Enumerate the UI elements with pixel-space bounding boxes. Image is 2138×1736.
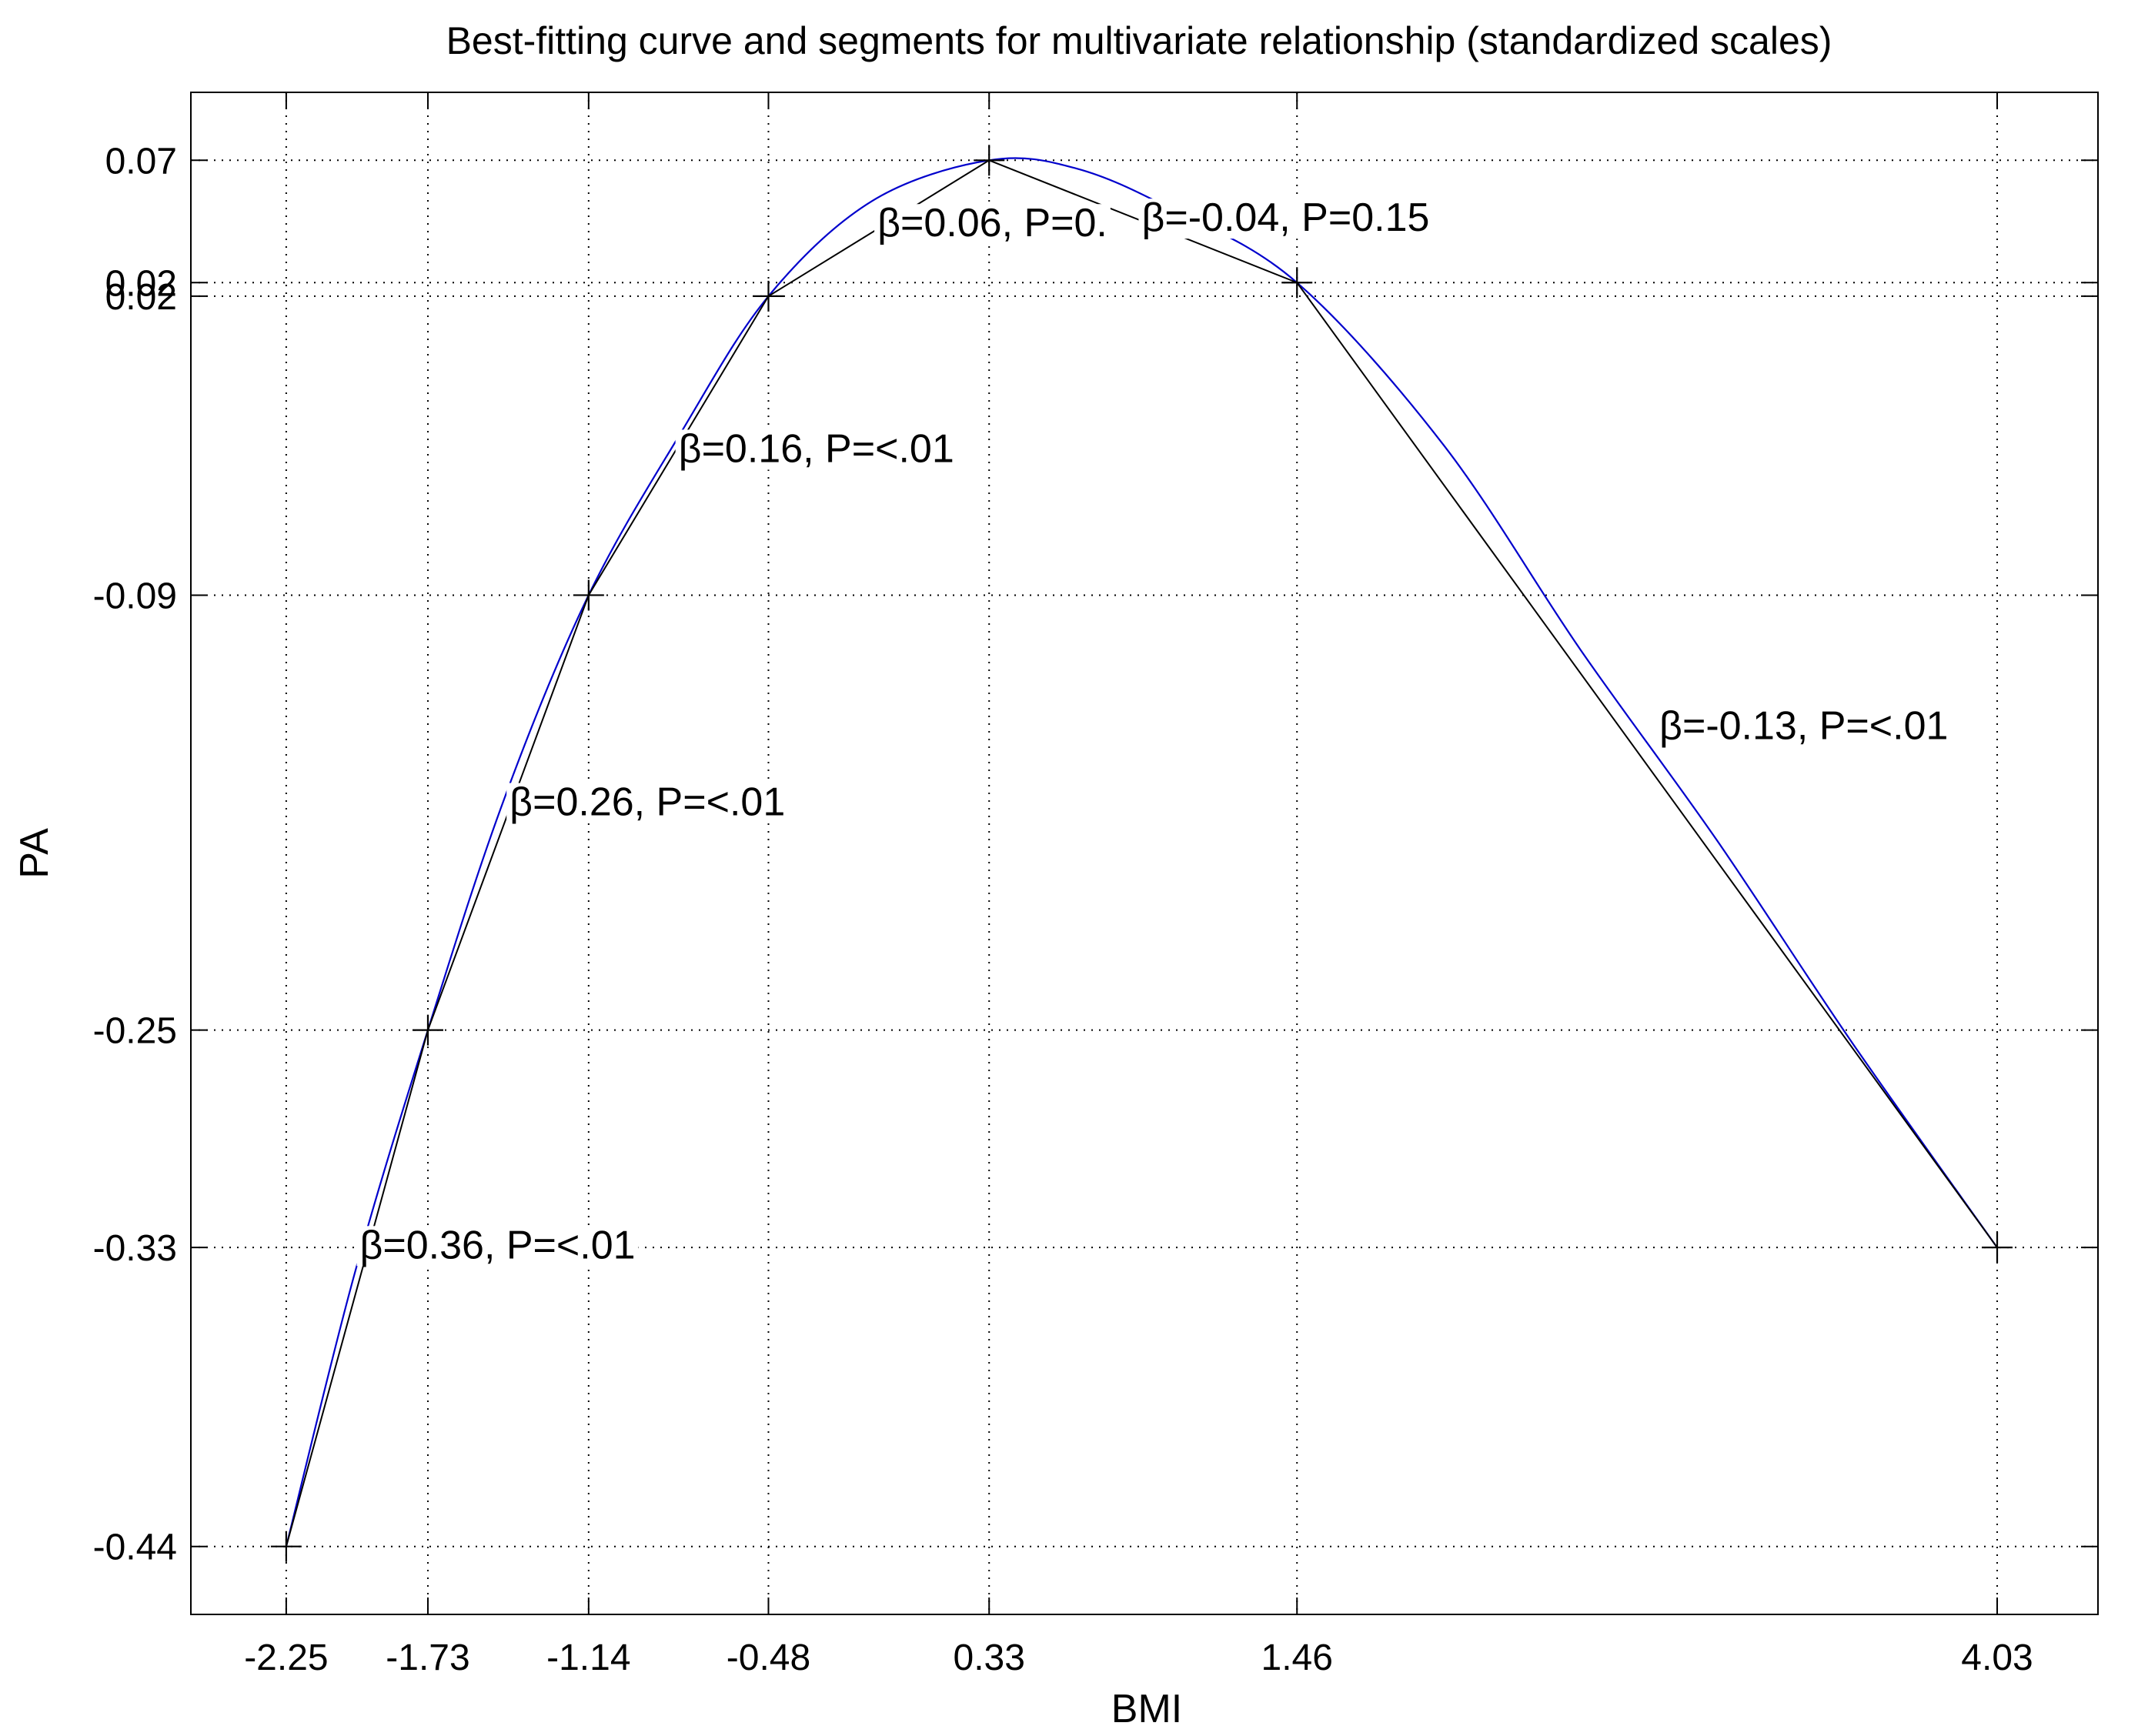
y-tick-label: 0.07 (105, 141, 177, 182)
knot-marker (573, 579, 604, 611)
x-tick-label: 4.03 (1961, 1638, 2033, 1678)
fitted-curve-path (285, 157, 1998, 1547)
x-tick-label: 0.33 (954, 1638, 1025, 1678)
knot-marker (753, 280, 784, 312)
y-tick-label: -0.44 (93, 1527, 177, 1568)
annotation-background (1138, 199, 1433, 239)
piecewise-segments (270, 145, 2013, 1562)
x-tick-label: -2.25 (244, 1638, 328, 1678)
x-tick-label: -0.48 (727, 1638, 810, 1678)
annotation-background (874, 204, 1111, 245)
x-tick-label: -1.14 (546, 1638, 630, 1678)
beta-annotation: β=0.06, P=0. (877, 201, 1107, 245)
y-tick-label: -0.09 (93, 576, 177, 616)
grid-lines (191, 92, 2098, 1614)
y-tick-label: 0.02 (105, 277, 177, 318)
x-tick-label: -1.73 (386, 1638, 469, 1678)
beta-annotation: β=-0.04, P=0.15 (1141, 195, 1429, 240)
beta-annotation: β=0.36, P=<.01 (359, 1223, 635, 1267)
knot-marker (1982, 1232, 2013, 1264)
knot-marker (974, 145, 1005, 176)
beta-annotations: β=0.36, P=<.01 β=0.26, P=<.01 β=0.16, P=<.… (356, 195, 1952, 1267)
annotation-background (1656, 706, 1952, 747)
annotation-background (675, 429, 957, 470)
tick-marks (191, 92, 2098, 1614)
x-tick-label: 1.46 (1261, 1638, 1333, 1678)
x-axis-label: BMI (1111, 1687, 1182, 1731)
axis-tick-labels: -2.25 -1.73 -1.14 -0.48 0.33 1.46 4.03 -0.44 -0.… (93, 141, 2033, 1678)
knot-marker (1281, 267, 1313, 299)
segment-line (1296, 282, 1998, 1248)
knot-marker (270, 1531, 302, 1562)
knot-marker (412, 1014, 443, 1046)
plot-frame (190, 92, 2099, 1615)
segment-line (285, 1030, 429, 1547)
beta-annotation: β=-0.13, P=<.01 (1659, 704, 1948, 749)
annotation-background (356, 1226, 639, 1267)
chart-title: Best-fitting curve and segments for mult… (446, 19, 1832, 62)
y-tick-label: 0.02 (105, 263, 177, 304)
annotation-background (506, 783, 789, 823)
y-tick-label: -0.25 (93, 1011, 177, 1052)
beta-annotation: β=0.26, P=<.01 (509, 780, 785, 825)
y-tick-label: -0.33 (93, 1228, 177, 1269)
y-axis-label: PA (12, 828, 57, 879)
fitted-curve (285, 157, 1998, 1547)
beta-annotation: β=0.16, P=<.01 (679, 426, 954, 471)
